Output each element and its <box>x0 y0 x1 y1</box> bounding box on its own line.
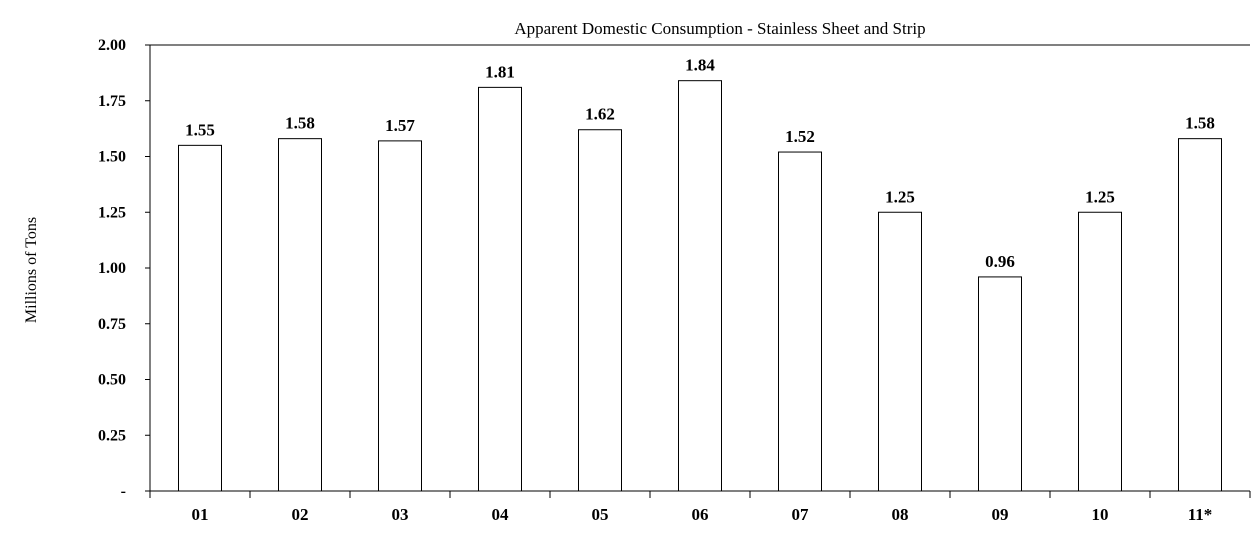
data-label: 1.81 <box>485 62 515 81</box>
bar <box>1178 138 1222 492</box>
bar <box>178 144 222 492</box>
bar <box>278 138 322 492</box>
y-tick-label: 1.75 <box>98 93 126 110</box>
y-tick-label: - <box>121 483 126 500</box>
bar <box>878 211 922 492</box>
data-label: 1.25 <box>1085 187 1115 206</box>
y-tick-label: 1.25 <box>98 204 126 221</box>
x-tick-label: 03 <box>392 505 409 524</box>
data-label: 1.52 <box>785 127 815 146</box>
x-tick-label: 10 <box>1092 505 1109 524</box>
data-label: 1.58 <box>1185 114 1215 133</box>
data-label: 1.62 <box>585 105 615 124</box>
y-ticks: - 0.25 0.50 0.75 1.00 1.25 1.50 1.75 2.00 <box>98 37 150 500</box>
x-tick-label: 06 <box>692 505 709 524</box>
y-tick-label: 2.00 <box>98 37 126 54</box>
bar <box>678 80 722 492</box>
x-tick-label: 05 <box>592 505 609 524</box>
x-tick-label: 11* <box>1188 505 1213 524</box>
x-tick-label: 04 <box>492 505 510 524</box>
data-label: 1.55 <box>185 120 215 139</box>
bar <box>578 129 622 492</box>
data-labels: 1.55 1.58 1.57 1.81 1.62 1.84 1.52 1.25 0.96 1.25… <box>185 56 1215 271</box>
chart-title: Apparent Domestic Consumption - Stainles… <box>514 19 925 38</box>
bar <box>1078 211 1122 492</box>
data-label: 1.57 <box>385 116 415 135</box>
x-tick-label: 07 <box>792 505 810 524</box>
bar <box>378 140 422 492</box>
x-tick-label: 01 <box>192 505 209 524</box>
data-label: 1.25 <box>885 187 915 206</box>
bar <box>478 86 522 492</box>
x-tick-label: 08 <box>892 505 909 524</box>
bars <box>178 80 1222 492</box>
y-tick-label: 1.50 <box>98 149 126 166</box>
bar <box>778 151 822 492</box>
y-tick-label: 0.75 <box>98 316 126 333</box>
data-label: 1.84 <box>685 56 715 75</box>
x-tick-label: 09 <box>992 505 1009 524</box>
y-tick-label: 0.50 <box>98 372 126 389</box>
y-axis-label: Millions of Tons <box>23 217 40 323</box>
bar <box>978 276 1022 492</box>
data-label: 0.96 <box>985 252 1015 271</box>
y-tick-label: 1.00 <box>98 260 126 277</box>
y-tick-label: 0.25 <box>98 427 126 444</box>
x-ticks: 01 02 03 04 05 06 07 08 09 10 11* <box>149 491 1251 524</box>
x-tick-label: 02 <box>292 505 309 524</box>
data-label: 1.58 <box>285 114 315 133</box>
